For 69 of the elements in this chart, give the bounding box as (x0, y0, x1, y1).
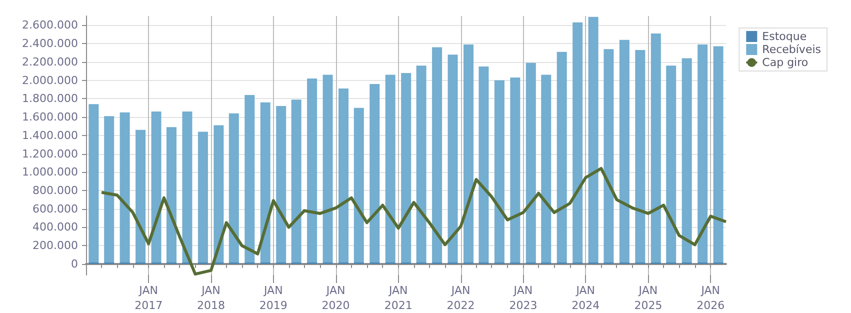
bar (385, 74, 396, 262)
bar (604, 49, 614, 262)
x-tick-label: JAN 2017 (134, 284, 163, 312)
y-tick-label: 1.400.000 (22, 128, 78, 142)
bar (166, 127, 176, 262)
x-tick-label: JAN 2025 (634, 284, 662, 312)
bar (151, 112, 162, 262)
bar (463, 44, 474, 262)
x-tick-label: JAN 2018 (196, 284, 225, 312)
bar (120, 112, 130, 262)
bar (713, 46, 724, 262)
bar (104, 116, 114, 262)
y-tick-label: 800.000 (32, 184, 78, 198)
bar (228, 113, 239, 262)
bar (448, 54, 458, 262)
legend-label: Estoque (762, 30, 807, 43)
bar (650, 33, 661, 262)
y-tick-label: 2.600.000 (22, 18, 78, 32)
y-tick-label: 1.000.000 (22, 166, 78, 179)
bar (572, 22, 583, 262)
bar (494, 80, 504, 262)
x-tick-label: JAN 2026 (696, 284, 725, 312)
bar (541, 74, 552, 262)
bar (338, 88, 349, 262)
bar (214, 125, 224, 262)
x-tick-label: JAN 2021 (384, 284, 412, 312)
bar (588, 16, 598, 262)
bar (416, 66, 426, 262)
bar (182, 112, 192, 262)
bar (354, 108, 364, 262)
bar (556, 52, 567, 262)
line-series (100, 166, 728, 276)
bar (698, 44, 708, 262)
bar (682, 58, 692, 262)
bar (635, 50, 646, 262)
bar (198, 132, 208, 262)
x-tick-label: JAN 2019 (259, 284, 288, 312)
bar (478, 66, 489, 262)
bar (136, 130, 146, 262)
x-tick-label: JAN 2022 (446, 284, 475, 312)
legend-label: Cap giro (762, 56, 808, 69)
y-tick-label: 200.000 (32, 239, 78, 252)
bar (401, 72, 412, 262)
bar (276, 106, 286, 262)
bar (510, 78, 520, 262)
y-tick-label: 2.200.000 (22, 55, 78, 68)
y-tick-label: 1.600.000 (22, 110, 78, 124)
bar (370, 84, 380, 262)
y-tick-label: 1.800.000 (22, 92, 78, 106)
bar (666, 66, 676, 262)
bar (244, 94, 255, 262)
x-tick-label: JAN 2024 (572, 284, 600, 312)
bar (88, 104, 99, 262)
bar (260, 102, 270, 262)
y-tick-label: 600.000 (32, 202, 78, 216)
bar (322, 74, 333, 262)
bar (307, 78, 318, 262)
y-tick-label: 400.000 (32, 220, 78, 234)
bar (291, 100, 302, 262)
bar (432, 47, 442, 262)
y-tick-label: 2.000.000 (22, 74, 78, 87)
y-tick-label: 2.400.000 (22, 37, 78, 50)
bar (619, 40, 630, 262)
y-tick-label: 0 (71, 257, 78, 270)
y-tick-label: 1.200.000 (22, 147, 78, 160)
x-tick-label: JAN 2023 (509, 284, 538, 312)
bar (526, 62, 536, 262)
legend-label: Recebíveis (762, 43, 822, 56)
x-tick-label: JAN 2020 (322, 284, 350, 312)
